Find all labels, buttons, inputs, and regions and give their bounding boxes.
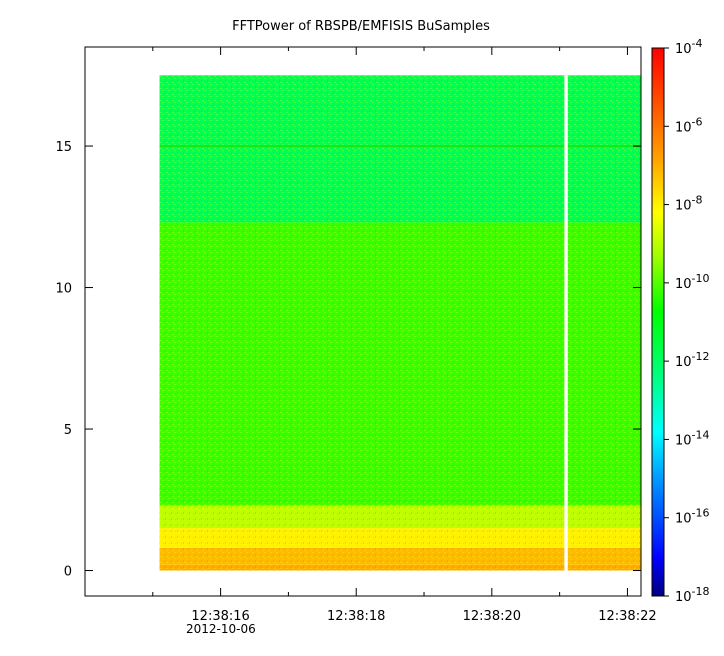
colorbar-tick-label-7: 10-18 [675, 585, 710, 605]
colorbar-scale [651, 47, 665, 597]
colorbar-tick-label-2: 10-8 [675, 194, 703, 214]
data-gap [564, 75, 568, 571]
colorbar-ticks: 10-4 10-6 10-8 10-10 10-12 10-14 10-16 10-18 [664, 37, 710, 605]
colorbar-tick-label-0: 10-4 [675, 37, 703, 57]
x-axis: 12:38:16 12:38:18 12:38:20 12:38:22 [152, 47, 657, 624]
x-date-label: 2012-10-06 [186, 622, 256, 636]
y-tick-label-2: 10 [55, 282, 72, 297]
colorbar-tick-label-5: 10-14 [675, 428, 710, 448]
y-axis: 0 5 10 15 [55, 140, 641, 580]
chart-title: FFTPower of RBSPB/EMFISIS BuSamples [232, 19, 490, 34]
colorbar: 10-4 10-6 10-8 10-10 10-12 10-14 10-16 10-18 [651, 37, 710, 605]
colorbar-tick-label-1: 10-6 [675, 115, 703, 135]
plot-frame [84, 46, 642, 597]
colorbar-tick-label-4: 10-12 [675, 350, 710, 370]
x-tick-label-1: 12:38:18 [327, 609, 385, 624]
y-tick-label-3: 15 [55, 140, 72, 155]
x-tick-label-2: 12:38:20 [463, 609, 521, 624]
colorbar-tick-label-3: 10-10 [675, 272, 710, 292]
x-tick-label-3: 12:38:22 [598, 609, 656, 624]
x-tick-label-0: 12:38:16 [191, 609, 249, 624]
colorbar-tick-label-6: 10-16 [675, 507, 710, 527]
y-tick-label-0: 0 [64, 565, 72, 580]
y-tick-label-1: 5 [64, 423, 72, 438]
spectrogram-noise [159, 75, 641, 571]
